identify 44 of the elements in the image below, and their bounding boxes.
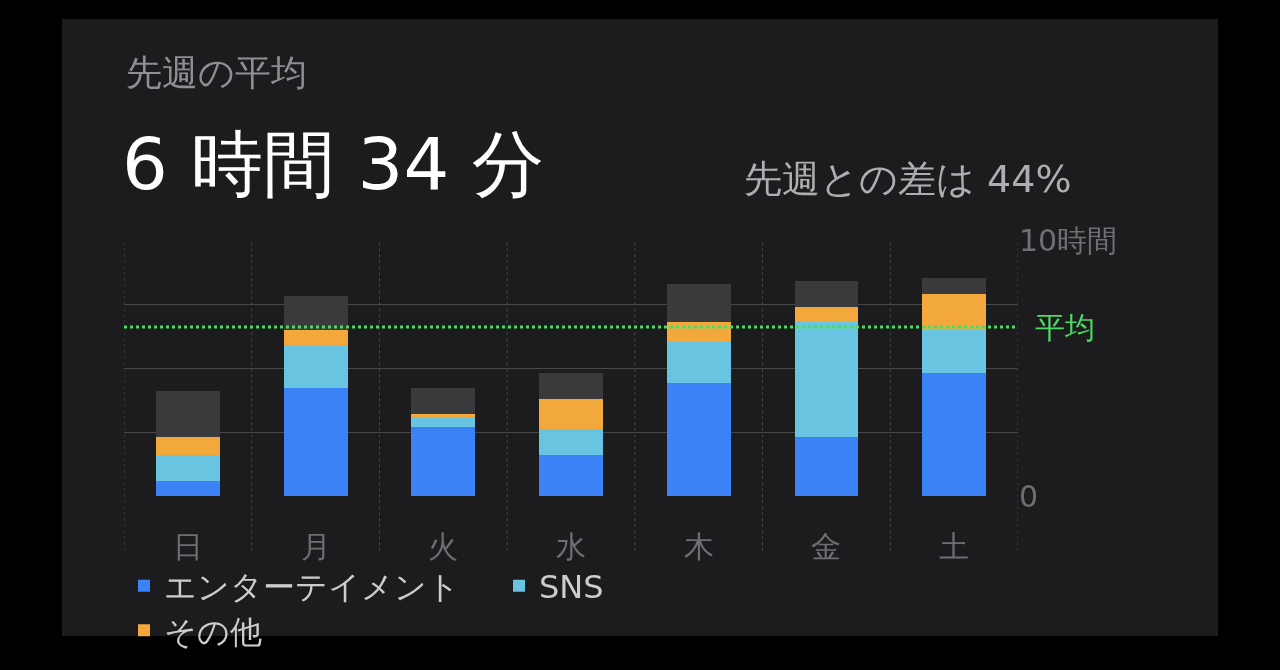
bar	[794, 306, 859, 322]
bar	[666, 383, 731, 496]
x-tick-label: 月	[300, 529, 331, 564]
bar	[283, 296, 348, 330]
bar	[794, 321, 859, 438]
bar	[922, 373, 987, 496]
legend-label: その他	[164, 612, 262, 651]
x-tick-label: 水	[556, 529, 586, 564]
bar	[922, 329, 987, 374]
x-tick-label: 金	[811, 529, 842, 564]
bar	[539, 455, 603, 496]
bar	[283, 329, 348, 345]
x-tick-label: 土	[939, 529, 970, 564]
chart-subtitle: 6 時間 34 分	[122, 122, 545, 206]
text: 先週との差は 44%	[744, 157, 1072, 201]
bar	[411, 416, 476, 427]
legend-label: エンターテイメント	[164, 568, 460, 607]
bar	[922, 278, 987, 294]
bar	[666, 283, 731, 322]
ref-line-label: 平均	[1035, 310, 1095, 345]
bar	[794, 437, 859, 496]
bar	[794, 280, 859, 307]
bar	[666, 342, 731, 384]
bar	[411, 414, 476, 417]
chart-title: 先週の平均	[126, 52, 307, 93]
x-tick-label: 火	[428, 529, 459, 564]
bar	[666, 321, 731, 343]
bar	[155, 437, 220, 456]
legend-label: SNS	[539, 568, 604, 607]
bar	[283, 388, 348, 496]
bar	[539, 429, 603, 456]
bar	[539, 373, 603, 399]
bar	[411, 388, 476, 415]
bar	[411, 426, 476, 496]
bar	[539, 398, 603, 430]
bar	[283, 344, 348, 389]
bar	[922, 293, 987, 330]
y-tick-label: 0	[1019, 478, 1039, 514]
x-tick-label: 日	[172, 529, 203, 564]
bar	[155, 480, 220, 496]
bar	[155, 455, 220, 481]
y-tick-label: 10時間	[1019, 222, 1118, 258]
x-tick-label: 木	[683, 529, 714, 564]
bar	[155, 391, 220, 438]
